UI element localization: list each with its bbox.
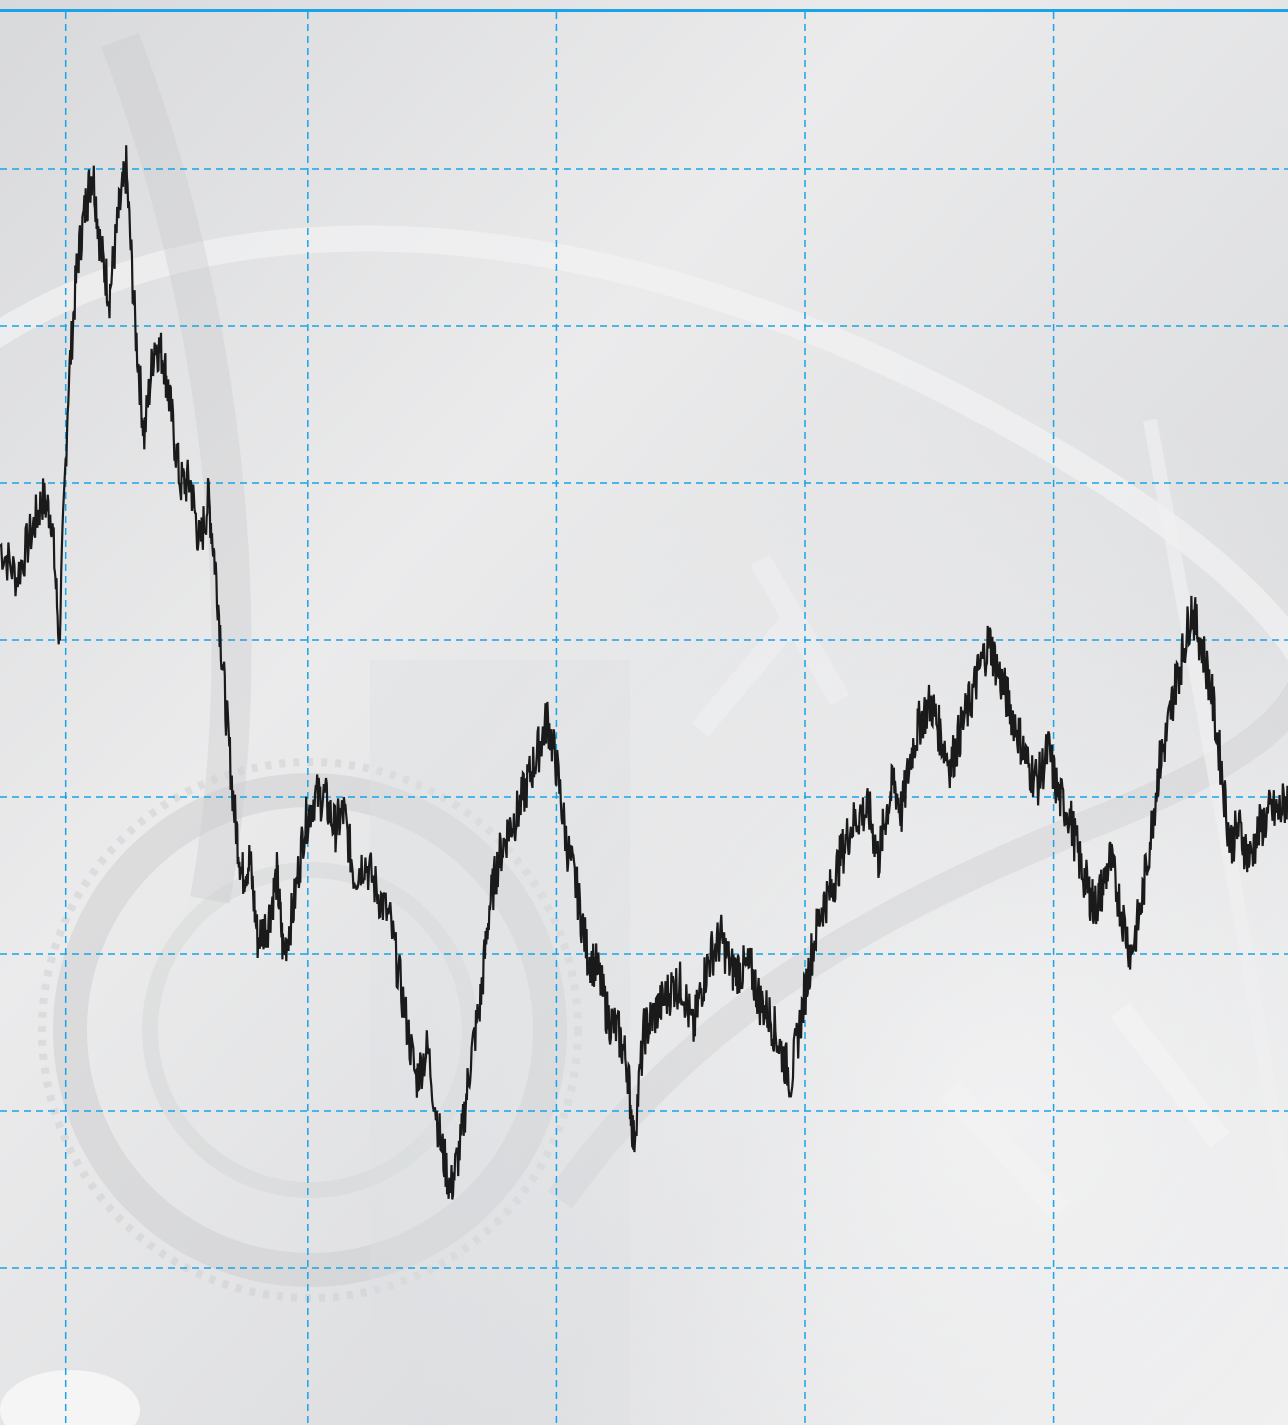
series-line-1 [0, 145, 1288, 1200]
grid [0, 12, 1288, 1425]
series-layer [0, 145, 1288, 1200]
top-rule [0, 9, 1288, 12]
